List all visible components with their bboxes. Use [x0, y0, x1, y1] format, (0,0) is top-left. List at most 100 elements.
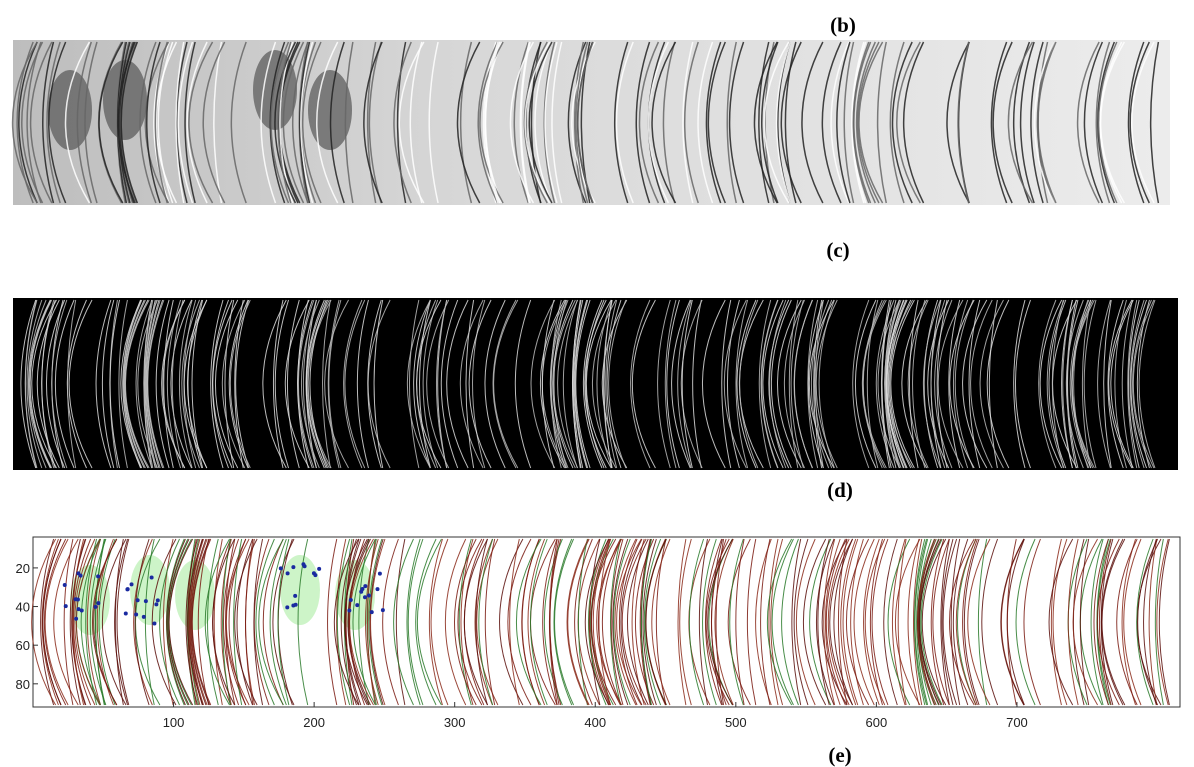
blue-dot	[362, 595, 367, 600]
ripple	[1121, 299, 1133, 469]
ripple	[963, 538, 980, 706]
ripple	[891, 538, 906, 706]
ripple	[777, 299, 802, 469]
ripple	[1156, 538, 1169, 706]
ripple	[67, 299, 77, 469]
ripple	[896, 41, 921, 204]
ripple	[780, 41, 802, 204]
ripple	[790, 299, 804, 469]
ripple	[550, 299, 562, 469]
ripple	[808, 299, 835, 469]
ripple	[297, 538, 309, 706]
ripple	[18, 41, 38, 204]
ripple	[884, 299, 902, 469]
ripple	[1136, 538, 1154, 706]
ripple	[1103, 299, 1112, 469]
ripple	[1127, 299, 1138, 469]
ripple	[1148, 538, 1158, 706]
ripple	[1023, 538, 1041, 706]
ripple	[664, 299, 677, 469]
ripple	[575, 41, 589, 204]
ripple	[393, 538, 414, 706]
ripple	[666, 299, 680, 469]
ripple	[823, 538, 836, 706]
ripple	[610, 538, 624, 706]
ripple	[26, 299, 43, 469]
ripple	[307, 299, 332, 469]
ripple	[589, 538, 601, 706]
ripple	[914, 538, 928, 706]
ripple	[270, 41, 290, 204]
x-tick-label: 500	[725, 715, 747, 730]
ripple	[260, 41, 277, 204]
ripple	[396, 41, 407, 204]
ripple	[225, 538, 250, 706]
ripple	[688, 538, 711, 706]
x-tick-label: 700	[1006, 715, 1028, 730]
ripple	[552, 299, 574, 469]
ripple	[101, 299, 115, 469]
ripple	[562, 299, 578, 469]
ripple	[1000, 538, 1025, 706]
ripple	[416, 538, 442, 706]
ripple	[1130, 299, 1148, 469]
ripple	[527, 538, 546, 706]
ripple	[932, 538, 950, 706]
ripple	[818, 299, 835, 469]
ripple	[262, 538, 284, 706]
ripple	[902, 41, 925, 204]
blue-dot	[78, 573, 83, 578]
ripple	[631, 299, 656, 469]
ripple	[1048, 538, 1074, 706]
ripple	[761, 299, 779, 469]
ripple	[435, 299, 448, 469]
ripple	[912, 299, 926, 469]
ripple	[222, 538, 240, 706]
ripple	[484, 538, 496, 706]
ripple	[468, 299, 492, 469]
ripple	[1079, 538, 1090, 706]
ripple	[726, 41, 737, 204]
ripple	[1154, 538, 1164, 706]
ripple	[286, 299, 300, 469]
ripple	[1039, 299, 1063, 469]
ripple	[456, 41, 481, 204]
ripple	[830, 41, 850, 204]
ripple	[861, 299, 885, 469]
blue-dot	[63, 604, 68, 609]
ripple	[1099, 41, 1123, 204]
ripple	[440, 299, 459, 469]
ripple	[98, 538, 116, 706]
ripple	[53, 538, 79, 706]
x-tick-label: 300	[444, 715, 466, 730]
ripple	[157, 41, 174, 204]
ripple	[760, 538, 771, 706]
ripple	[212, 538, 235, 706]
ripple	[729, 538, 744, 706]
blue-dot	[369, 610, 374, 615]
ripple	[572, 299, 581, 469]
ripple	[824, 538, 841, 706]
blue-dot	[380, 608, 385, 613]
ripple	[657, 299, 671, 469]
ripple	[36, 299, 60, 469]
ripple	[272, 299, 284, 469]
blue-dot	[285, 605, 290, 610]
ripple	[544, 41, 558, 204]
ripple	[885, 299, 905, 469]
ripple	[940, 538, 950, 706]
ripple	[887, 538, 911, 706]
ripple	[642, 538, 657, 706]
ripple	[897, 538, 907, 706]
ripple	[788, 299, 799, 469]
ripple	[955, 538, 977, 706]
ripple	[768, 538, 779, 706]
ripple	[428, 41, 439, 204]
ripple	[753, 41, 778, 204]
ripple	[236, 538, 253, 706]
ripple	[1052, 538, 1068, 706]
blue-dot	[317, 566, 322, 571]
ripple	[336, 538, 351, 706]
ripple	[47, 41, 67, 204]
ripple	[802, 538, 827, 706]
